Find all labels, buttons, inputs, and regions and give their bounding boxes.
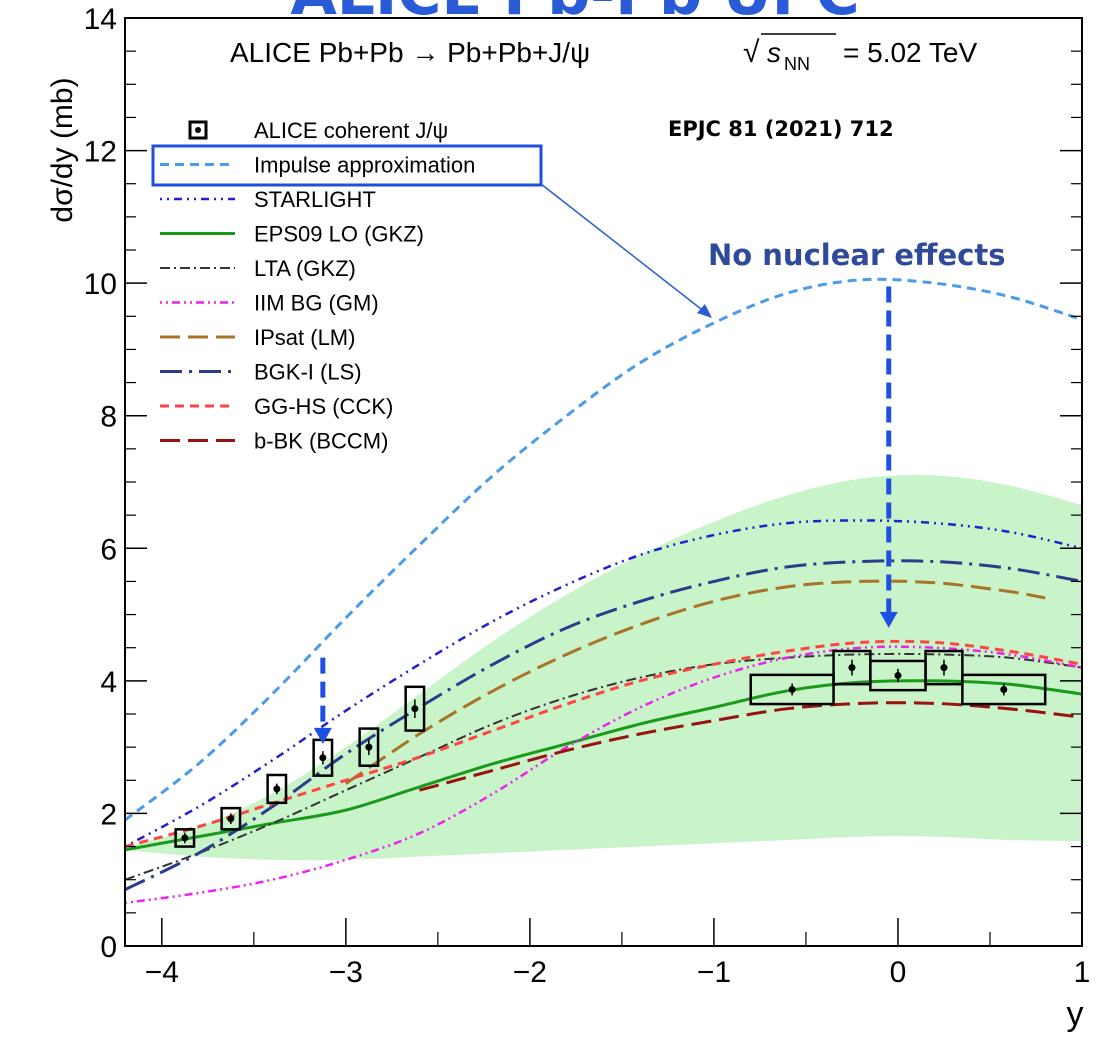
header-energy: √ s NN = 5.02 TeV (743, 33, 977, 74)
legend-label-9: b-BK (BCCM) (254, 429, 388, 454)
legend-item-8: GG-HS (CCK) (160, 394, 393, 419)
syst-box-2 (266, 773, 288, 805)
uncertainty-band (125, 474, 1082, 861)
legend-marker-box (188, 120, 208, 140)
data-point-2 (266, 773, 288, 805)
annotation-no-nuclear-effects: No nuclear effects (708, 238, 1006, 272)
data-point-5 (404, 685, 426, 732)
y-tick-label-7: 14 (84, 3, 117, 36)
legend-label-6: IPsat (LM) (254, 325, 355, 350)
marker-6 (788, 685, 796, 693)
marker-2 (273, 785, 281, 793)
header-energy-value: = 5.02 TeV (843, 37, 977, 68)
data-point-0 (174, 828, 196, 848)
y-tick-label-4: 8 (100, 401, 117, 434)
marker-4 (365, 743, 373, 751)
legend-label-0: ALICE coherent J/ψ (254, 118, 448, 143)
y-tick-label-2: 4 (100, 666, 117, 699)
x-tick-label-2: −2 (513, 956, 547, 989)
marker-3 (319, 754, 327, 762)
series-line-4 (124, 645, 1083, 905)
marker-7 (848, 664, 856, 672)
marker-0 (181, 834, 189, 842)
x-tick-label-0: −4 (145, 956, 179, 989)
y-tick-label-0: 0 (100, 931, 117, 964)
data-point-10 (961, 673, 1047, 706)
syst-box-5 (404, 685, 426, 732)
y-tick-label-3: 6 (100, 533, 117, 566)
legend: ALICE coherent J/ψ Impulse approximation S… (160, 118, 475, 454)
legend-marker-dot (195, 127, 201, 133)
band-layer (125, 474, 1082, 861)
marker-10 (1000, 685, 1008, 693)
header-energy-sqrt: √ (743, 36, 760, 69)
highlight-box (151, 144, 543, 187)
series-line-7 (124, 639, 1083, 849)
marker-9 (940, 664, 948, 672)
marker-1 (227, 815, 235, 823)
connector-arrowhead (697, 304, 712, 318)
y-tick-label-5: 10 (84, 268, 117, 301)
legend-label-3: EPS09 LO (GKZ) (254, 222, 424, 247)
marker-8 (894, 672, 902, 680)
legend-item-0: ALICE coherent J/ψ (188, 118, 448, 143)
data-point-1 (220, 806, 242, 831)
x-tick-label-3: −1 (697, 956, 731, 989)
tick-layer: 0 2 4 6 8 10 12 14 −4 −3 −2 −1 0 1 (84, 3, 1091, 989)
syst-box-10 (961, 673, 1047, 706)
data-point-6 (749, 673, 835, 706)
series-line-0 (124, 277, 1083, 822)
series-line-3 (124, 652, 1083, 881)
legend-item-4: LTA (GKZ) (160, 256, 356, 281)
series-layer (124, 277, 1083, 905)
x-axis-title: y (1067, 995, 1084, 1033)
y-tick-label-6: 12 (84, 136, 117, 169)
reference-label: EPJC 81 (2021) 712 (668, 117, 894, 141)
series-line-5 (345, 579, 1046, 785)
legend-item-3: EPS09 LO (GKZ) (160, 222, 424, 247)
banner-title: ALICE Pb-Pb UPC (290, 0, 859, 29)
legend-label-1: Impulse approximation (254, 153, 475, 178)
legend-item-1: Impulse approximation (160, 153, 475, 178)
legend-label-4: LTA (GKZ) (254, 256, 356, 281)
header-process: ALICE Pb+Pb → Pb+Pb+J/ψ (230, 37, 590, 68)
legend-item-2: STARLIGHT (160, 187, 376, 212)
arrow-head-0 (313, 727, 332, 744)
data-point-4 (358, 727, 380, 767)
header-energy-sub: NN (784, 54, 810, 74)
marker-5 (411, 705, 419, 713)
legend-item-7: BGK-I (LS) (160, 360, 362, 385)
series-line-8 (419, 701, 1083, 792)
legend-label-7: BGK-I (LS) (254, 360, 362, 385)
legend-item-6: IPsat (LM) (160, 325, 355, 350)
syst-box-4 (358, 727, 380, 767)
legend-item-9: b-BK (BCCM) (160, 429, 388, 454)
syst-box-0 (174, 828, 196, 848)
syst-box-1 (220, 806, 242, 831)
series-line-6 (124, 559, 1083, 892)
y-axis-title: dσ/dy (mb) (46, 77, 79, 222)
connector-line (540, 183, 711, 317)
x-tick-label-1: −3 (329, 956, 363, 989)
arrow-head-1 (879, 611, 898, 628)
legend-label-8: GG-HS (CCK) (254, 394, 393, 419)
syst-box-9 (924, 649, 964, 686)
x-tick-label-5: 1 (1074, 956, 1091, 989)
legend-label-2: STARLIGHT (254, 187, 376, 212)
y-tick-label-1: 2 (100, 798, 117, 831)
x-tick-label-4: 0 (890, 956, 907, 989)
header-energy-s: s (767, 37, 781, 68)
syst-box-6 (749, 673, 835, 706)
arrow-layer (313, 286, 898, 744)
legend-label-5: IIM BG (GM) (254, 291, 379, 316)
series-line-2 (124, 679, 1083, 852)
data-points-layer (174, 649, 1047, 848)
legend-item-5: IIM BG (GM) (160, 291, 379, 316)
series-line-1 (124, 519, 1083, 848)
data-point-9 (924, 649, 964, 686)
